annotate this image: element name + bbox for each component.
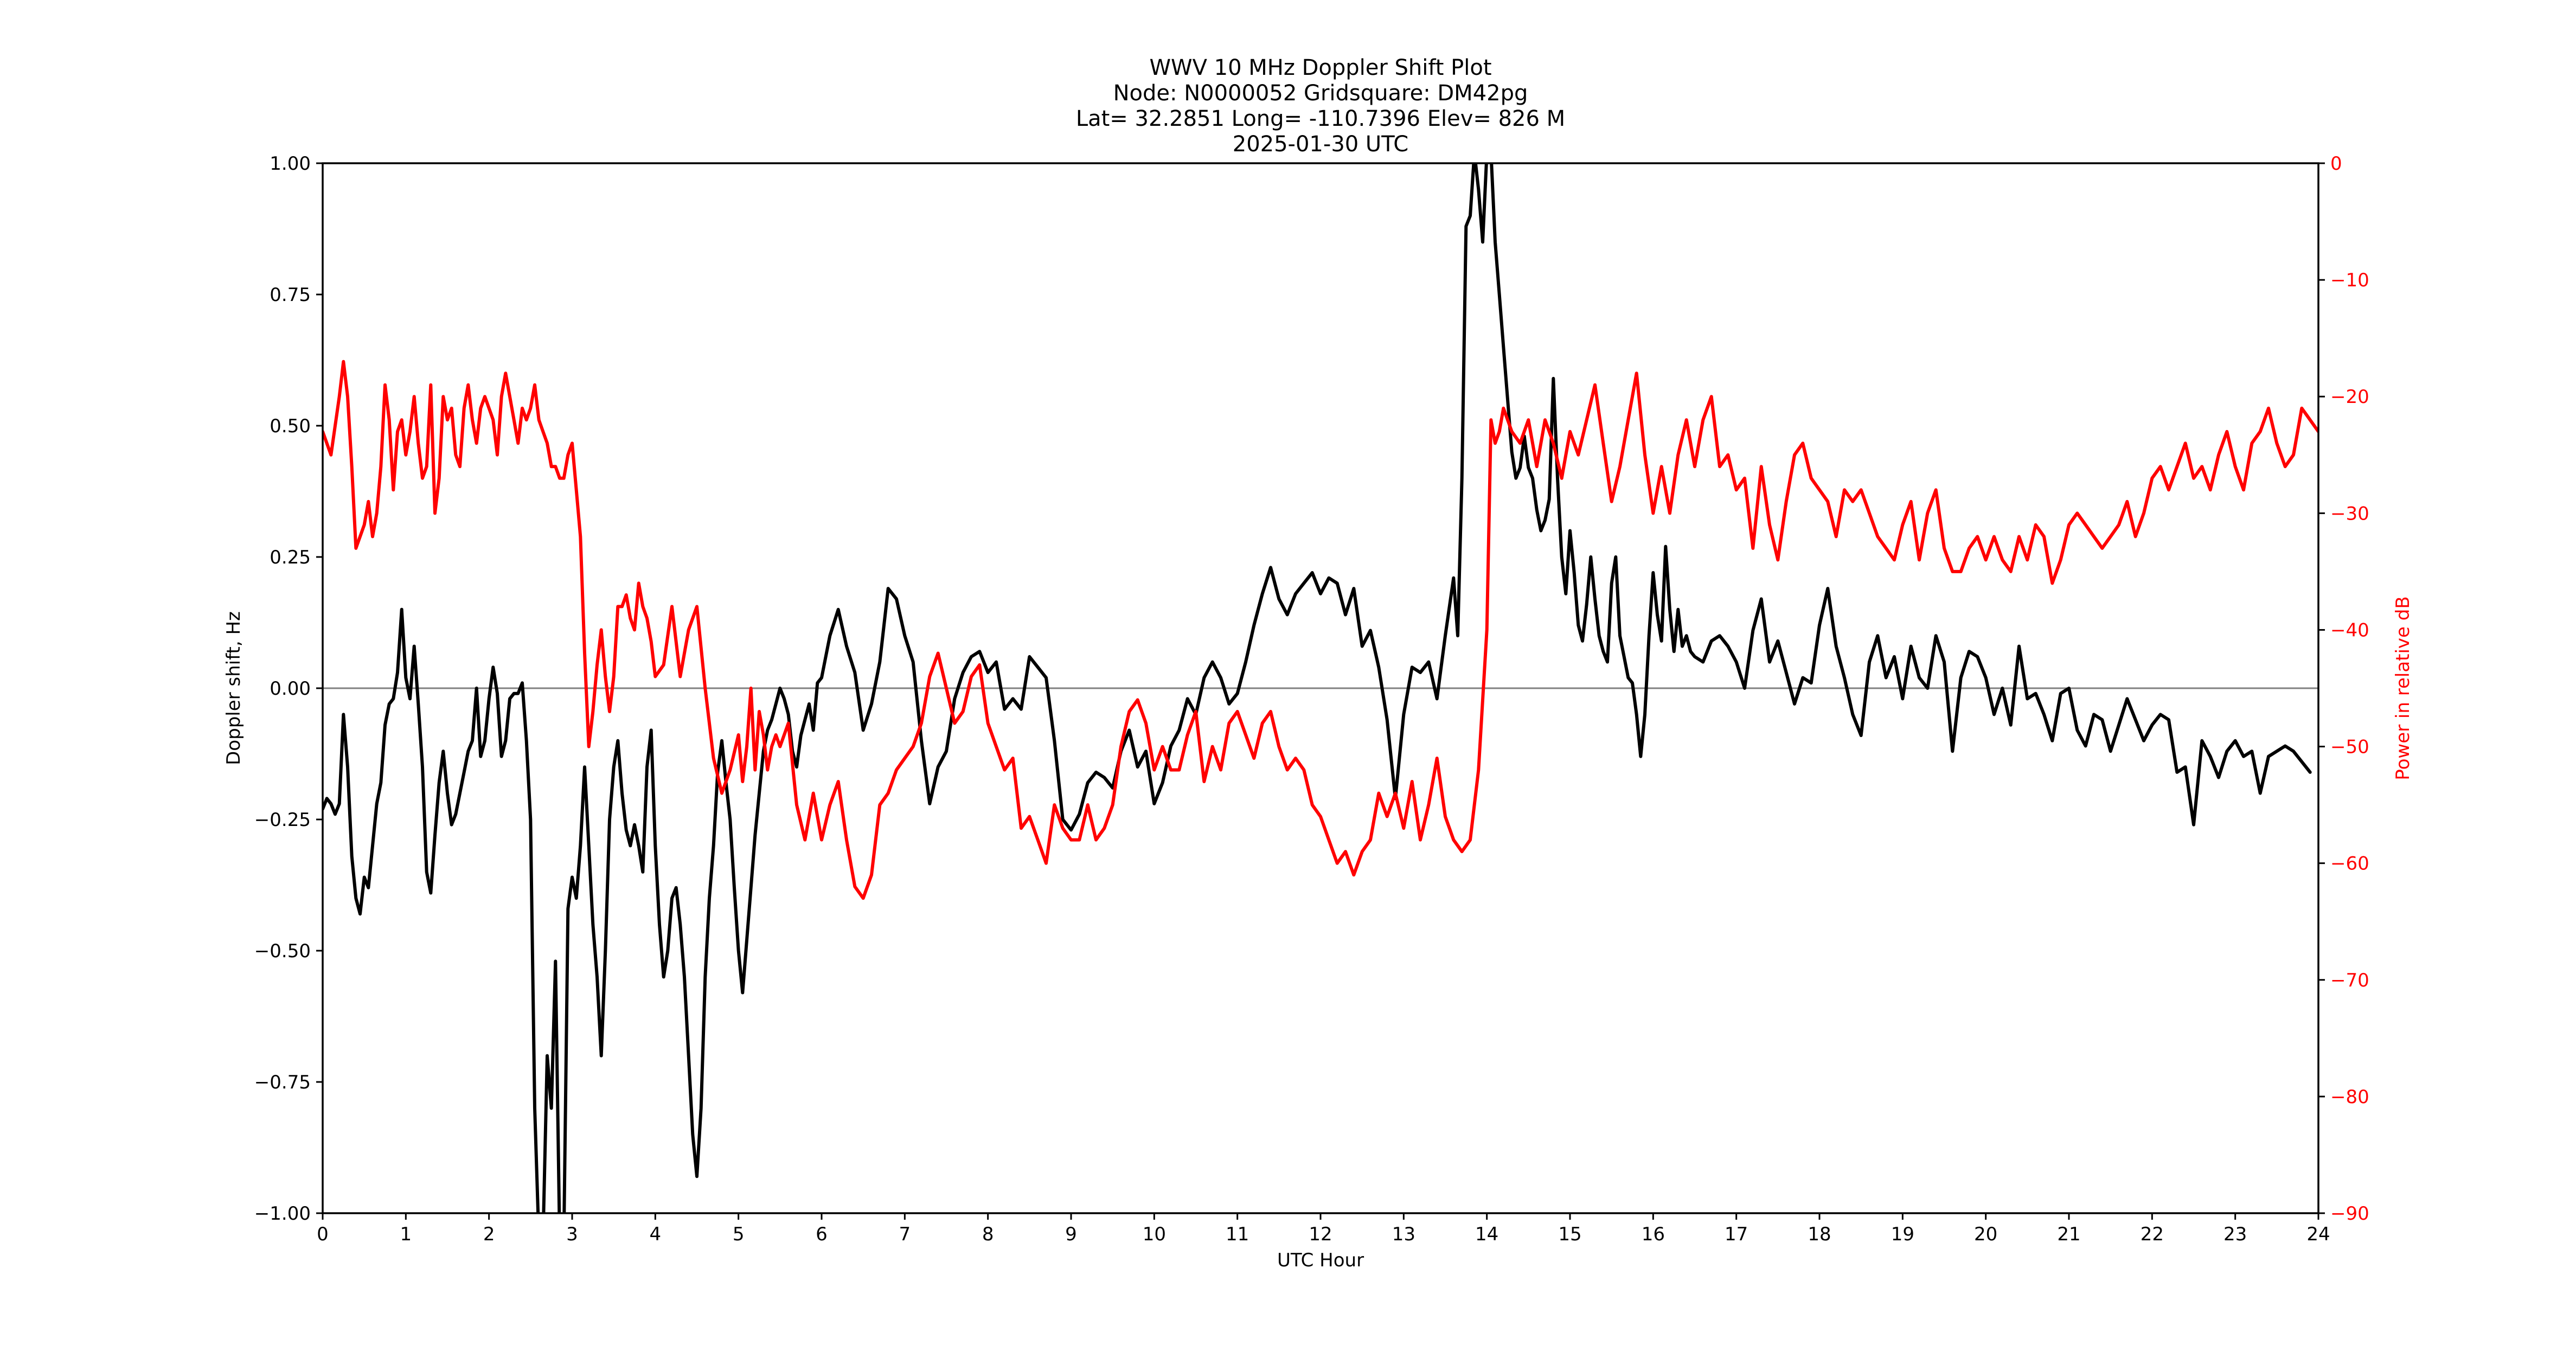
right-y-tick-label: −40 (2330, 619, 2369, 641)
title-line-1: WWV 10 MHz Doppler Shift Plot (1149, 55, 1491, 80)
x-tick-label: 23 (2223, 1224, 2247, 1245)
x-tick-label: 15 (1558, 1224, 1581, 1245)
left-y-tick-label: 0.00 (270, 678, 311, 700)
left-y-tick-label: −0.50 (254, 940, 311, 962)
left-y-tick-label: 0.75 (270, 284, 311, 306)
x-tick-label: 21 (2057, 1224, 2080, 1245)
x-tick-label: 7 (899, 1224, 911, 1245)
x-tick-label: 20 (1974, 1224, 1997, 1245)
left-y-tick-label: 1.00 (270, 153, 311, 175)
right-y-tick-label: −30 (2330, 503, 2369, 524)
right-y-tick-label: −20 (2330, 386, 2369, 408)
title-line-4: 2025-01-30 UTC (1233, 132, 1408, 157)
x-tick-label: 13 (1392, 1224, 1415, 1245)
left-y-tick-label: −0.75 (254, 1072, 311, 1093)
x-tick-label: 14 (1475, 1224, 1498, 1245)
right-y-tick-label: 0 (2330, 153, 2342, 175)
left-y-tick-label: −0.25 (254, 809, 311, 831)
right-y-axis-label: Power in relative dB (2392, 596, 2414, 780)
x-tick-label: 2 (483, 1224, 495, 1245)
left-y-tick-label: 0.50 (270, 415, 311, 437)
x-tick-label: 16 (1642, 1224, 1665, 1245)
series-layer (323, 163, 2318, 1213)
x-tick-label: 9 (1065, 1224, 1077, 1245)
x-tick-label: 4 (650, 1224, 662, 1245)
chart-title: WWV 10 MHz Doppler Shift Plot Node: N000… (1076, 55, 1565, 157)
left-y-axis-label: Doppler shift, Hz (223, 611, 245, 765)
x-tick-label: 11 (1226, 1224, 1249, 1245)
title-line-3: Lat= 32.2851 Long= -110.7396 Elev= 826 M (1076, 106, 1565, 131)
right-y-axis-ticks: 0 −10 −20 −30 −40 −50 −60 −70 −80 −90 (2318, 153, 2369, 1225)
x-tick-label: 5 (733, 1224, 745, 1245)
doppler-series-line (323, 163, 2312, 1213)
right-y-tick-label: −70 (2330, 970, 2369, 991)
right-y-tick-label: −50 (2330, 736, 2369, 758)
x-tick-label: 18 (1808, 1224, 1831, 1245)
x-tick-label: 8 (982, 1224, 994, 1245)
x-tick-label: 3 (566, 1224, 578, 1245)
left-y-tick-label: −1.00 (254, 1203, 311, 1225)
x-tick-label: 19 (1891, 1224, 1914, 1245)
right-y-tick-label: −10 (2330, 270, 2369, 291)
x-tick-label: 17 (1725, 1224, 1748, 1245)
x-tick-label: 12 (1309, 1224, 1332, 1245)
x-axis-ticks: 0 1 2 3 4 5 6 7 8 9 10 11 12 13 14 15 16 17 18 19 20 21 22 23 24 (317, 1213, 2330, 1245)
right-y-tick-label: −80 (2330, 1086, 2369, 1108)
x-axis-label: UTC Hour (1277, 1250, 1364, 1271)
right-y-tick-label: −90 (2330, 1203, 2369, 1225)
right-y-tick-label: −60 (2330, 853, 2369, 875)
left-y-axis-ticks: 1.00 0.75 0.50 0.25 0.00 −0.25 −0.50 −0.75 −1.00 (254, 153, 323, 1225)
title-line-2: Node: N0000052 Gridsquare: DM42pg (1113, 81, 1528, 106)
x-tick-label: 10 (1143, 1224, 1166, 1245)
x-tick-label: 22 (2141, 1224, 2164, 1245)
x-tick-label: 24 (2306, 1224, 2330, 1245)
x-tick-label: 0 (317, 1224, 329, 1245)
x-tick-label: 6 (816, 1224, 828, 1245)
power-series-line (323, 360, 2318, 900)
x-tick-label: 1 (400, 1224, 412, 1245)
left-y-tick-label: 0.25 (270, 547, 311, 568)
